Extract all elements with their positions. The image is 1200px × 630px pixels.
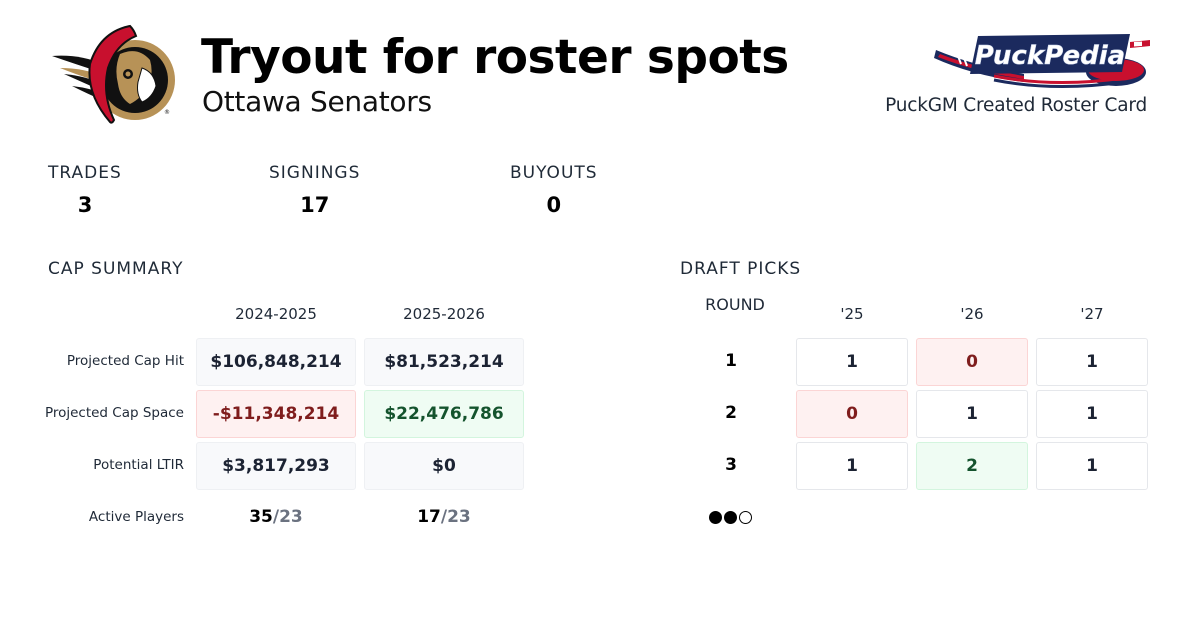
team-logo: ® — [50, 24, 180, 128]
stat-label: TRADES — [48, 163, 122, 183]
active-players-2025: 17/23 — [364, 507, 524, 527]
active-players-2024: 35/23 — [196, 507, 356, 527]
pick-r3-25: 1 — [796, 442, 908, 490]
active-limit: /23 — [272, 507, 303, 527]
round-header: ROUND — [705, 295, 765, 314]
team-name: Ottawa Senators — [202, 85, 432, 118]
round-number: 1 — [725, 351, 737, 371]
pick-r1-25: 1 — [796, 338, 908, 386]
stat-signings: SIGNINGS 17 — [269, 163, 360, 217]
svg-text:PuckPedia: PuckPedia — [975, 41, 1125, 71]
active-limit: /23 — [440, 507, 471, 527]
cap-space-2025: $22,476,786 — [364, 390, 524, 438]
brand-caption: PuckGM Created Roster Card — [885, 95, 1147, 116]
active-count: 35 — [249, 507, 273, 527]
cap-hit-2024: $106,848,214 — [196, 338, 356, 386]
puckpedia-logo[interactable]: PuckPedia — [934, 30, 1152, 92]
page-title: Tryout for roster spots — [201, 30, 789, 85]
pagination-dots — [709, 511, 752, 524]
pagination-dot-filled-icon[interactable] — [724, 511, 737, 524]
senators-logo-icon: ® — [52, 24, 175, 124]
pick-r3-27: 1 — [1036, 442, 1148, 490]
active-count: 17 — [417, 507, 441, 527]
stat-trades: TRADES 3 — [48, 163, 122, 217]
season-header: 2024-2025 — [235, 305, 317, 323]
row-label-active-players: Active Players — [88, 509, 184, 525]
cap-space-2024: -$11,348,214 — [196, 390, 356, 438]
cap-hit-2025: $81,523,214 — [364, 338, 524, 386]
pick-r2-27: 1 — [1036, 390, 1148, 438]
pick-r1-27: 1 — [1036, 338, 1148, 386]
cap-summary-title: CAP SUMMARY — [48, 259, 184, 279]
pagination-dot-empty-icon[interactable] — [739, 511, 752, 524]
draft-picks-title: DRAFT PICKS — [680, 259, 802, 279]
puckpedia-logo-icon: PuckPedia — [934, 34, 1150, 89]
year-header: '26 — [960, 305, 984, 323]
row-label-ltir: Potential LTIR — [93, 457, 184, 473]
ltir-2025: $0 — [364, 442, 524, 490]
row-label-cap-space: Projected Cap Space — [44, 405, 184, 421]
season-header: 2025-2026 — [403, 305, 485, 323]
pick-r2-25: 0 — [796, 390, 908, 438]
stat-value: 17 — [300, 193, 330, 217]
year-header: '25 — [840, 305, 864, 323]
pagination-dot-filled-icon[interactable] — [709, 511, 722, 524]
stat-buyouts: BUYOUTS 0 — [510, 163, 598, 217]
year-header: '27 — [1080, 305, 1104, 323]
stat-label: SIGNINGS — [269, 163, 361, 183]
pick-r1-26: 0 — [916, 338, 1028, 386]
stat-label: BUYOUTS — [510, 163, 598, 183]
ltir-2024: $3,817,293 — [196, 442, 356, 490]
stat-value: 3 — [77, 193, 93, 217]
svg-text:®: ® — [164, 109, 170, 116]
round-number: 3 — [725, 455, 737, 475]
round-number: 2 — [725, 403, 737, 423]
pick-r2-26: 1 — [916, 390, 1028, 438]
row-label-cap-hit: Projected Cap Hit — [66, 353, 184, 369]
pick-r3-26: 2 — [916, 442, 1028, 490]
stat-value: 0 — [546, 193, 562, 217]
